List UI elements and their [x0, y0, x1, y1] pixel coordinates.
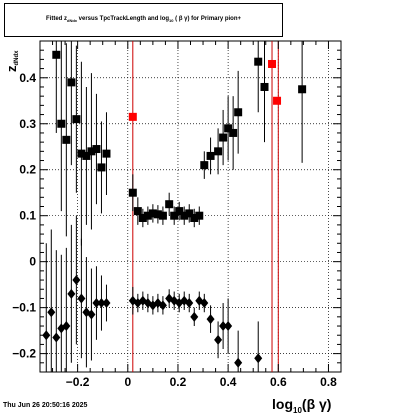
- data-point-square: [229, 128, 238, 137]
- data-point-square: [97, 163, 106, 172]
- x-tick-label: 0.8: [320, 375, 337, 389]
- x-tick-label: 0.6: [270, 375, 287, 389]
- data-point-square: [153, 210, 162, 219]
- data-point-square: [234, 108, 243, 117]
- y-tick-label: 0.2: [19, 163, 36, 177]
- data-point-diamond: [87, 309, 96, 320]
- data-point-square: [254, 57, 263, 66]
- data-point-square: [128, 188, 137, 197]
- data-point-square: [72, 115, 81, 124]
- axis-ticks: [39, 40, 342, 373]
- y-tick-label: −0.1: [12, 301, 36, 315]
- data-point-square: [92, 145, 101, 154]
- data-point-square: [219, 133, 228, 142]
- x-tick-label: 0: [124, 375, 131, 389]
- data-point-diamond: [72, 275, 81, 286]
- data-point-diamond: [158, 300, 167, 311]
- data-point-square: [214, 147, 223, 156]
- data-point-square: [190, 213, 199, 222]
- x-axis-label: log10(β γ): [272, 396, 331, 414]
- data-point-square: [148, 209, 157, 218]
- data-point-square: [273, 96, 282, 105]
- data-point-square: [165, 200, 174, 209]
- tick-labels: −0.2 0 0.2 0.4 0.6 0.8 −0.2 −0.1 0 0.1 0.2 0.3 0.4: [12, 71, 337, 389]
- data-point-square: [180, 211, 189, 220]
- data-point-square: [138, 213, 147, 222]
- data-point-diamond: [102, 298, 111, 309]
- data-point-square: [87, 147, 96, 156]
- data-point-square: [102, 149, 111, 158]
- data-point-square: [175, 207, 184, 216]
- data-point-diamond: [190, 311, 199, 322]
- x-tick-label: 0.4: [220, 375, 237, 389]
- data-point-square: [133, 207, 142, 216]
- data-point-diamond: [92, 298, 101, 309]
- data-point-diamond: [200, 298, 209, 309]
- data-point-square: [298, 85, 307, 94]
- data-point-square: [224, 124, 233, 133]
- y-tick-label: 0.3: [19, 117, 36, 131]
- y-tick-label: −0.2: [12, 347, 36, 361]
- data-point-diamond: [42, 330, 51, 341]
- data-point-square: [206, 151, 215, 160]
- data-point-diamond: [224, 321, 233, 332]
- data-point-square: [67, 78, 76, 87]
- data-point-diamond: [185, 298, 194, 309]
- data-point-square: [57, 119, 66, 128]
- data-point-diamond: [62, 321, 71, 332]
- data-point-diamond: [97, 298, 106, 309]
- data-point-diamond: [234, 357, 243, 368]
- data-point-square: [200, 161, 209, 170]
- data-point-square: [158, 211, 167, 220]
- data-point-square: [143, 211, 152, 220]
- data-point-square: [185, 209, 194, 218]
- data-point-square: [82, 151, 91, 160]
- data-point-square: [62, 135, 71, 144]
- data-point-square: [128, 112, 137, 121]
- data-point-square: [77, 149, 86, 158]
- title-box: Fitted zdNdx versus TpcTrackLength and l…: [4, 3, 283, 37]
- y-axis-label: zdNdx: [4, 50, 20, 72]
- data-point-square: [170, 211, 179, 220]
- data-point-square: [260, 82, 269, 91]
- data-point-square: [52, 50, 61, 59]
- data-point-diamond: [52, 332, 61, 343]
- data-point-diamond: [206, 314, 215, 325]
- date-stamp: Thu Jun 26 20:50:16 2025: [3, 402, 88, 409]
- data-point-diamond: [77, 293, 86, 304]
- data-point-square: [268, 59, 277, 68]
- data-markers: [42, 50, 307, 368]
- data-point-diamond: [214, 334, 223, 345]
- y-tick-label: 0.4: [19, 71, 36, 85]
- data-point-square: [195, 211, 204, 220]
- data-point-diamond: [254, 353, 263, 364]
- x-tick-label: 0.2: [170, 375, 187, 389]
- chart-title: Fitted zdNdx versus TpcTrackLength and l…: [46, 16, 241, 24]
- plot-frame: [39, 40, 342, 373]
- data-point-diamond: [47, 307, 56, 318]
- data-point-diamond: [67, 288, 76, 299]
- x-tick-label: −0.2: [66, 375, 90, 389]
- y-tick-label: 0.1: [19, 209, 36, 223]
- y-tick-label: 0: [29, 255, 36, 269]
- data-point-diamond: [219, 321, 228, 332]
- grid-lines: [40, 41, 341, 372]
- vertical-marker-lines: [132, 41, 279, 372]
